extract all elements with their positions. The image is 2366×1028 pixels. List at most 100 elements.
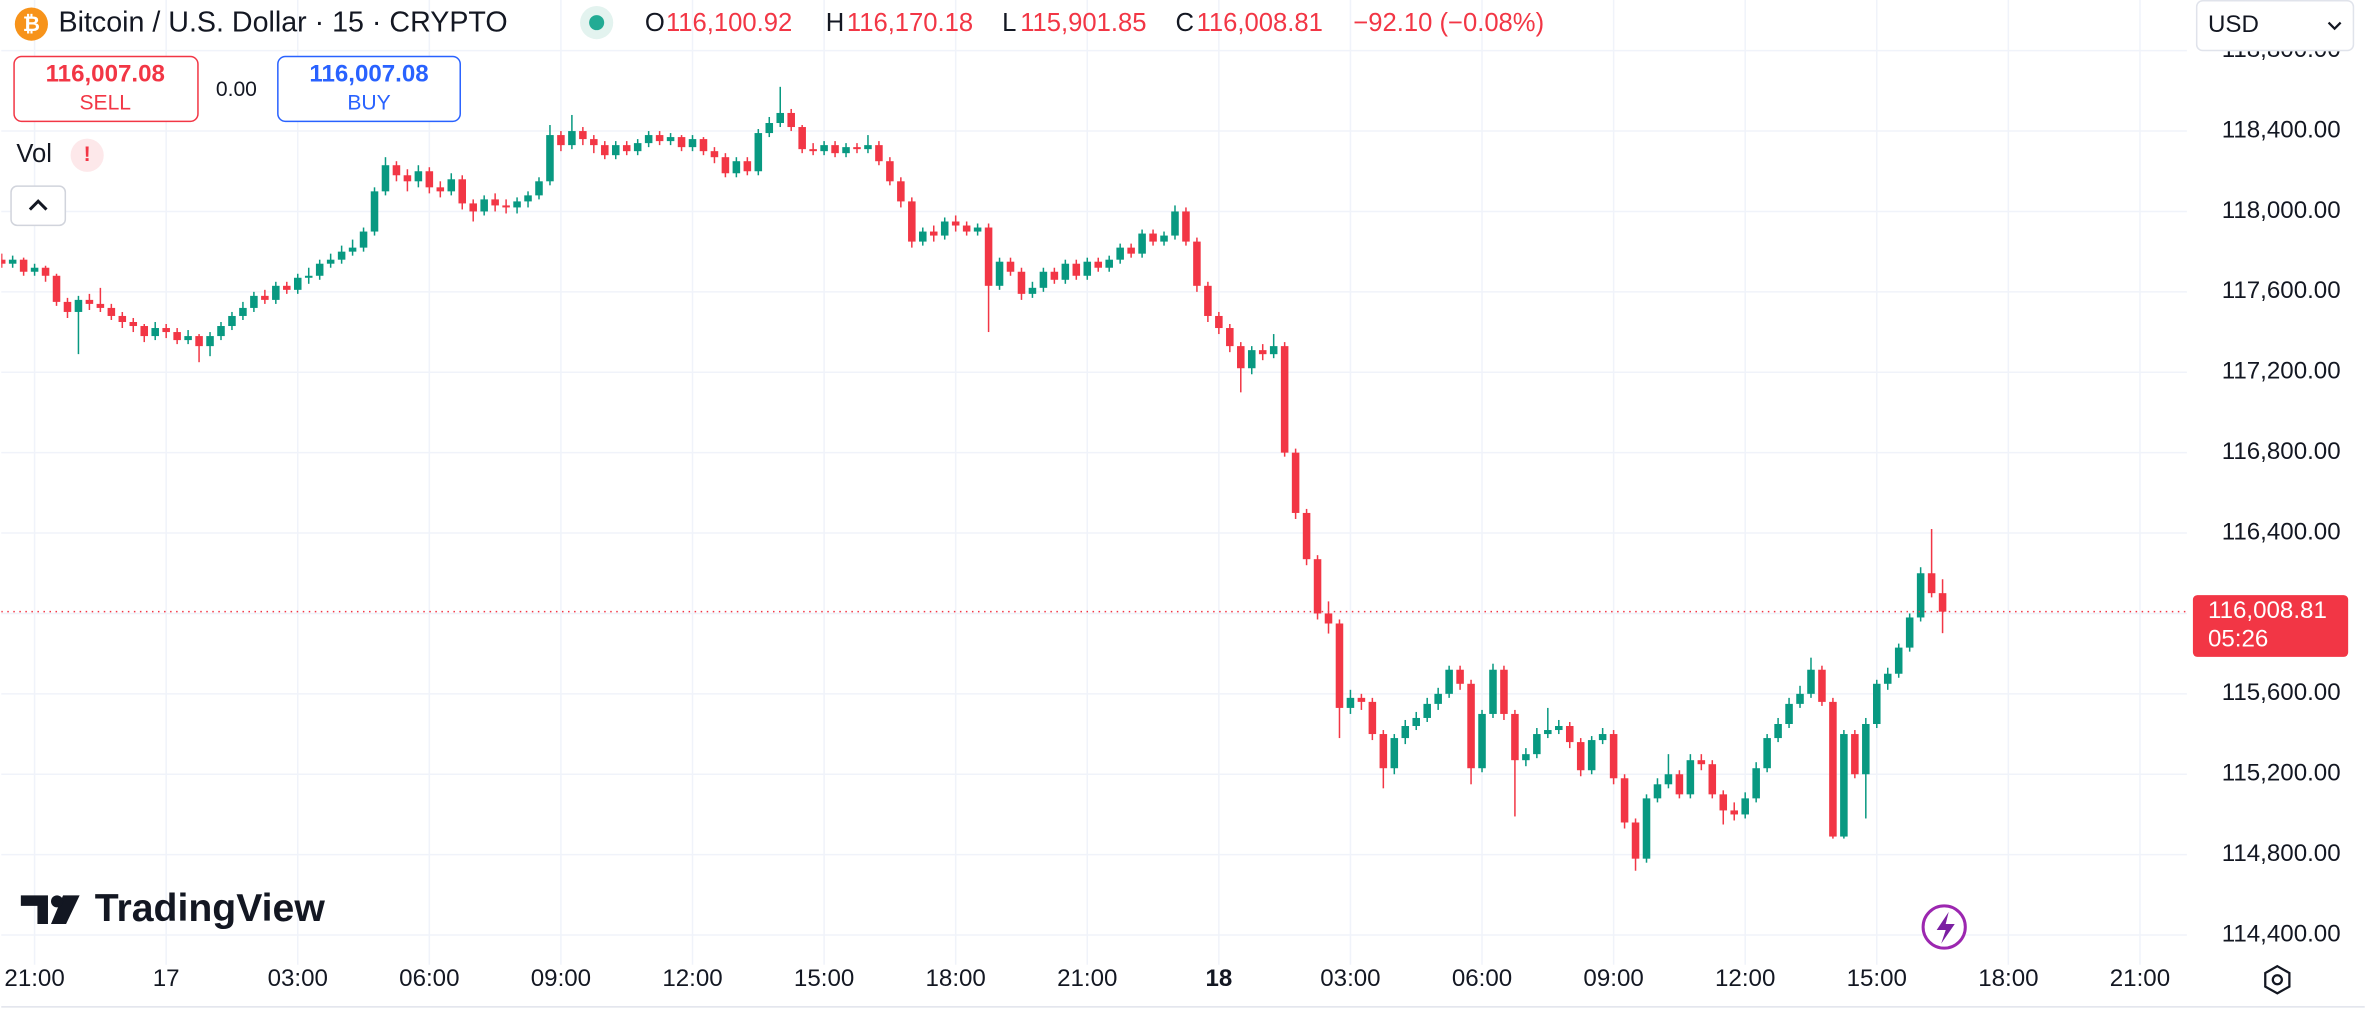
candle-body <box>1489 669 1497 714</box>
candle-body <box>919 231 927 242</box>
assistant-icon <box>1936 911 1955 944</box>
candle-body <box>1664 774 1673 785</box>
candle-body <box>140 326 149 337</box>
candle-body <box>1412 717 1421 727</box>
collapse-button[interactable] <box>10 185 67 227</box>
candle-body <box>118 315 127 322</box>
candle-body <box>546 135 554 182</box>
candle-body <box>491 199 499 206</box>
candle-body <box>1127 247 1135 254</box>
candle-body <box>250 295 258 308</box>
candle-body <box>403 175 412 182</box>
candle-body <box>1050 271 1059 280</box>
buy-button[interactable] <box>277 55 461 123</box>
x-tick-label: 21:00 <box>2110 965 2170 992</box>
candle-body <box>655 135 664 142</box>
vol-alert[interactable] <box>70 138 104 172</box>
buy-price: 116,007.08 <box>309 61 428 88</box>
candle-body <box>1763 738 1771 769</box>
candle-body <box>1258 350 1267 355</box>
candle-body <box>458 179 467 204</box>
candle-body <box>1138 233 1146 254</box>
currency-select[interactable] <box>2195 0 2355 52</box>
candle-body <box>1708 764 1717 795</box>
candle-body <box>52 275 61 302</box>
candle-body <box>1390 738 1399 769</box>
candle-body <box>1160 235 1168 242</box>
sell-button[interactable] <box>13 55 199 123</box>
last-price-label: 116,008.81 <box>2208 597 2327 624</box>
candle-body <box>601 145 609 156</box>
candle-body <box>173 332 181 341</box>
candle-body <box>184 336 192 341</box>
candle-body <box>1083 261 1092 276</box>
currency-chevron <box>2327 21 2342 31</box>
candle-body <box>447 179 456 192</box>
candle-body <box>699 139 708 152</box>
candle-body <box>1587 740 1596 771</box>
candle-body <box>1544 730 1552 735</box>
candle-body <box>1609 734 1618 779</box>
candle-body <box>1642 798 1651 859</box>
candle-body <box>261 295 269 300</box>
candle-body <box>1401 726 1410 739</box>
candle-body <box>1105 259 1113 268</box>
candle-body <box>1 259 6 264</box>
y-tick-label: 118,400.00 <box>2222 116 2341 143</box>
candle-body <box>754 133 763 172</box>
candle-body <box>1467 683 1475 769</box>
overlay: ₿ Bitcoin / U.S. Dollar · 15 · CRYPTO O … <box>1 0 2365 1008</box>
candle-body <box>1620 778 1629 823</box>
currency-label: USD <box>2208 11 2259 38</box>
candle-body <box>1565 726 1574 743</box>
x-tick-label: 18:00 <box>926 965 986 992</box>
candle-body <box>1247 350 1256 369</box>
candle-body <box>1829 701 1837 837</box>
candle-body <box>30 267 39 272</box>
settings-button[interactable] <box>2264 964 2291 995</box>
candle-body <box>1061 263 1070 280</box>
countdown-label: 05:26 <box>2208 626 2268 653</box>
candle-body <box>688 139 697 148</box>
candle-body <box>732 161 741 174</box>
candle-body <box>798 127 806 150</box>
candle-body <box>1862 723 1870 775</box>
candle-body <box>1039 271 1048 288</box>
candle-body <box>502 205 510 208</box>
candle-body <box>1346 697 1355 708</box>
candle-body <box>1741 798 1749 815</box>
candle-body <box>710 151 719 158</box>
candle-body <box>107 307 116 316</box>
candle-body <box>1511 713 1519 761</box>
candle-body <box>1916 573 1925 618</box>
candle-body <box>359 231 368 248</box>
x-tick-label: 09:00 <box>1583 965 1643 992</box>
spread: 0.00 <box>216 78 257 101</box>
candle-body <box>1335 623 1344 708</box>
candle-body <box>1873 683 1881 724</box>
x-tick-label: 03:00 <box>1320 965 1380 992</box>
candle-body <box>513 201 521 208</box>
candle-body <box>1686 760 1695 795</box>
y-tick-label: 115,200.00 <box>2222 760 2341 787</box>
candle-body <box>326 259 335 264</box>
candles <box>1 86 2187 871</box>
ohlc-label: H <box>826 9 845 37</box>
candle-body <box>1807 669 1815 694</box>
candle-body <box>1072 263 1081 276</box>
sell-price: 116,007.08 <box>46 61 165 88</box>
candle-body <box>666 137 675 142</box>
x-tick-label: 15:00 <box>794 965 854 992</box>
candle-body <box>908 201 916 242</box>
candle-body <box>1193 241 1201 286</box>
candle-body <box>337 251 346 260</box>
candle-body <box>929 231 938 236</box>
coin-symbol: ₿ <box>23 13 40 36</box>
candle-body <box>1017 271 1026 294</box>
candle-body <box>875 145 883 162</box>
symbol-title: Bitcoin / U.S. Dollar · 15 · CRYPTO <box>59 7 508 39</box>
candle-body <box>1653 784 1662 799</box>
x-tick-label: 18:00 <box>1978 965 2038 992</box>
brand-logo-dot <box>50 895 64 908</box>
